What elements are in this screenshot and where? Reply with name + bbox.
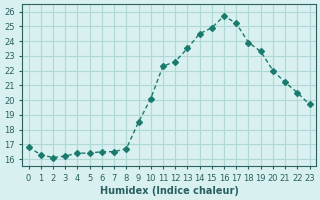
X-axis label: Humidex (Indice chaleur): Humidex (Indice chaleur)	[100, 186, 238, 196]
